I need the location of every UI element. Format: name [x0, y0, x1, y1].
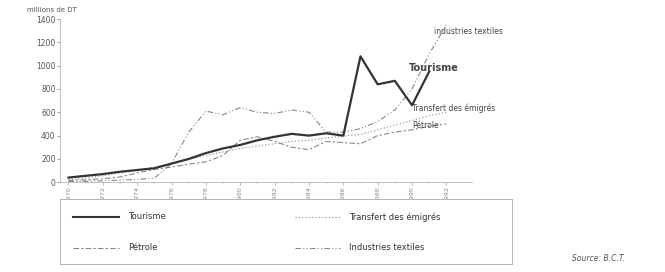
Text: millions de DT: millions de DT — [27, 7, 76, 13]
Text: Transfert des émigrés: Transfert des émigrés — [349, 212, 441, 222]
Text: Pétrole: Pétrole — [412, 120, 439, 130]
Text: Source: B.C.T.: Source: B.C.T. — [572, 254, 625, 263]
Text: Pétrole: Pétrole — [128, 243, 157, 252]
Text: Tourisme: Tourisme — [408, 63, 458, 73]
Text: industries textiles: industries textiles — [434, 27, 503, 36]
Text: Industries textiles: Industries textiles — [349, 243, 425, 252]
Text: Tourisme: Tourisme — [128, 212, 166, 221]
Text: Transfert des émigrés: Transfert des émigrés — [412, 103, 495, 113]
